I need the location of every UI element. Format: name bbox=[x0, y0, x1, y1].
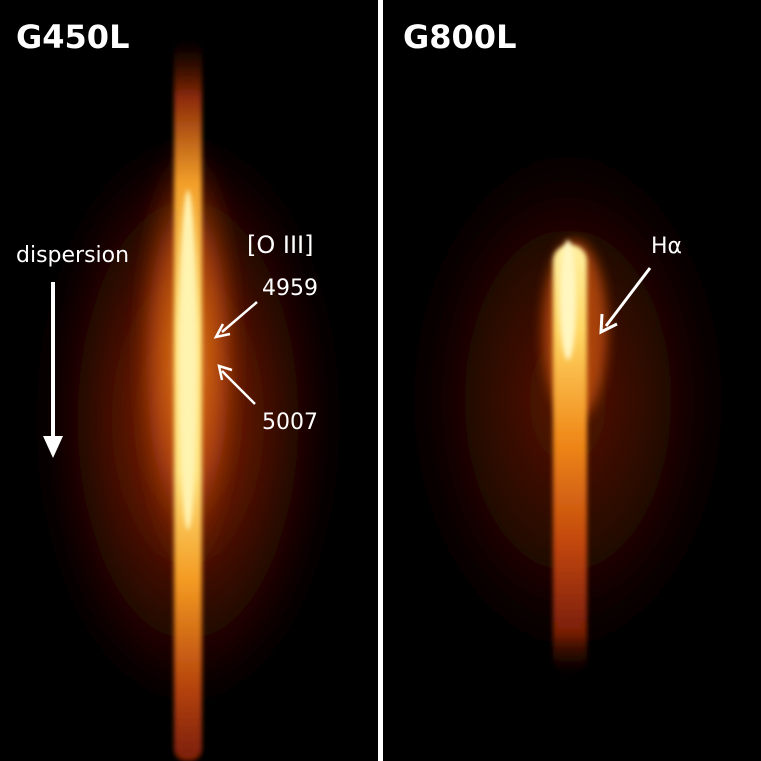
down-arrow-icon bbox=[43, 282, 63, 458]
g450l-panel: G450L dispersion [O III] 4959 5007 bbox=[0, 0, 378, 761]
g800l-panel: G800L Hα bbox=[383, 0, 761, 761]
panel-title-g800l: G800L bbox=[403, 18, 517, 56]
oiii-line-label: [O III] bbox=[247, 231, 314, 259]
dispersion-label: dispersion bbox=[16, 243, 130, 268]
panel-divider bbox=[378, 0, 383, 761]
g800l-spectrum-image bbox=[393, 110, 743, 690]
pointer-arrow-icon bbox=[213, 301, 258, 405]
g450l-spectrum-image bbox=[38, 40, 338, 761]
line-5007-label: 5007 bbox=[262, 410, 318, 435]
halpha-line-label: Hα bbox=[651, 234, 683, 259]
line-4959-label: 4959 bbox=[262, 276, 318, 301]
panel-title-g450l: G450L bbox=[16, 18, 130, 56]
pointer-arrow-icon bbox=[599, 267, 652, 335]
